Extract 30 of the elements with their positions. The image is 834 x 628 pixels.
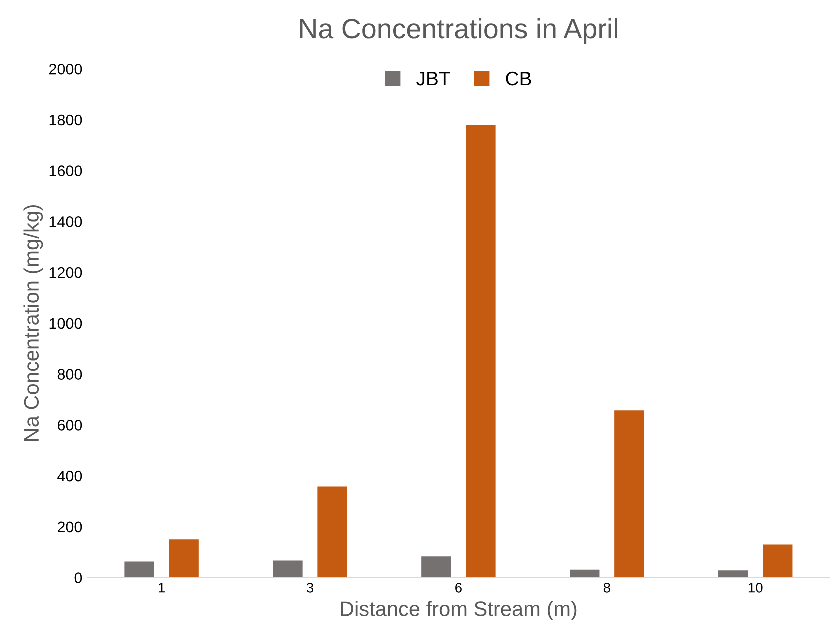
y-tick-label: 200 [58, 522, 82, 533]
bar [466, 125, 496, 578]
x-tick-label: 8 [604, 582, 610, 593]
bar [169, 540, 199, 578]
y-tick-label: 600 [58, 420, 82, 431]
bar [763, 544, 793, 578]
bar [318, 486, 348, 578]
bar [273, 560, 303, 578]
bar [718, 570, 748, 578]
x-tick-label: 10 [748, 582, 763, 593]
chart-title: Na Concentrations in April [300, 18, 618, 44]
y-tick-label: 1400 [50, 216, 82, 228]
y-tick-label: 0 [74, 572, 82, 584]
y-tick-label: 1200 [50, 267, 82, 278]
y-tick-label: 800 [58, 369, 82, 380]
x-tick-label: 6 [456, 582, 462, 593]
bar [614, 410, 644, 578]
bar [422, 556, 452, 578]
y-tick-label: 1600 [50, 166, 82, 176]
y-tick-label: 400 [58, 470, 82, 482]
legend-label: CB [506, 72, 532, 86]
x-tick-label: 1 [158, 583, 165, 593]
y-tick-label: 1000 [50, 318, 82, 330]
y-axis-title: Na Concentration (mg/kg) [24, 205, 44, 441]
bar [124, 562, 154, 578]
y-tick-label: 2000 [49, 64, 82, 75]
legend-label: JBT [416, 72, 450, 86]
x-axis-title: Distance from Stream (m) [341, 601, 577, 621]
x-tick-label: 3 [306, 582, 314, 593]
y-tick-label: 1800 [50, 114, 82, 126]
